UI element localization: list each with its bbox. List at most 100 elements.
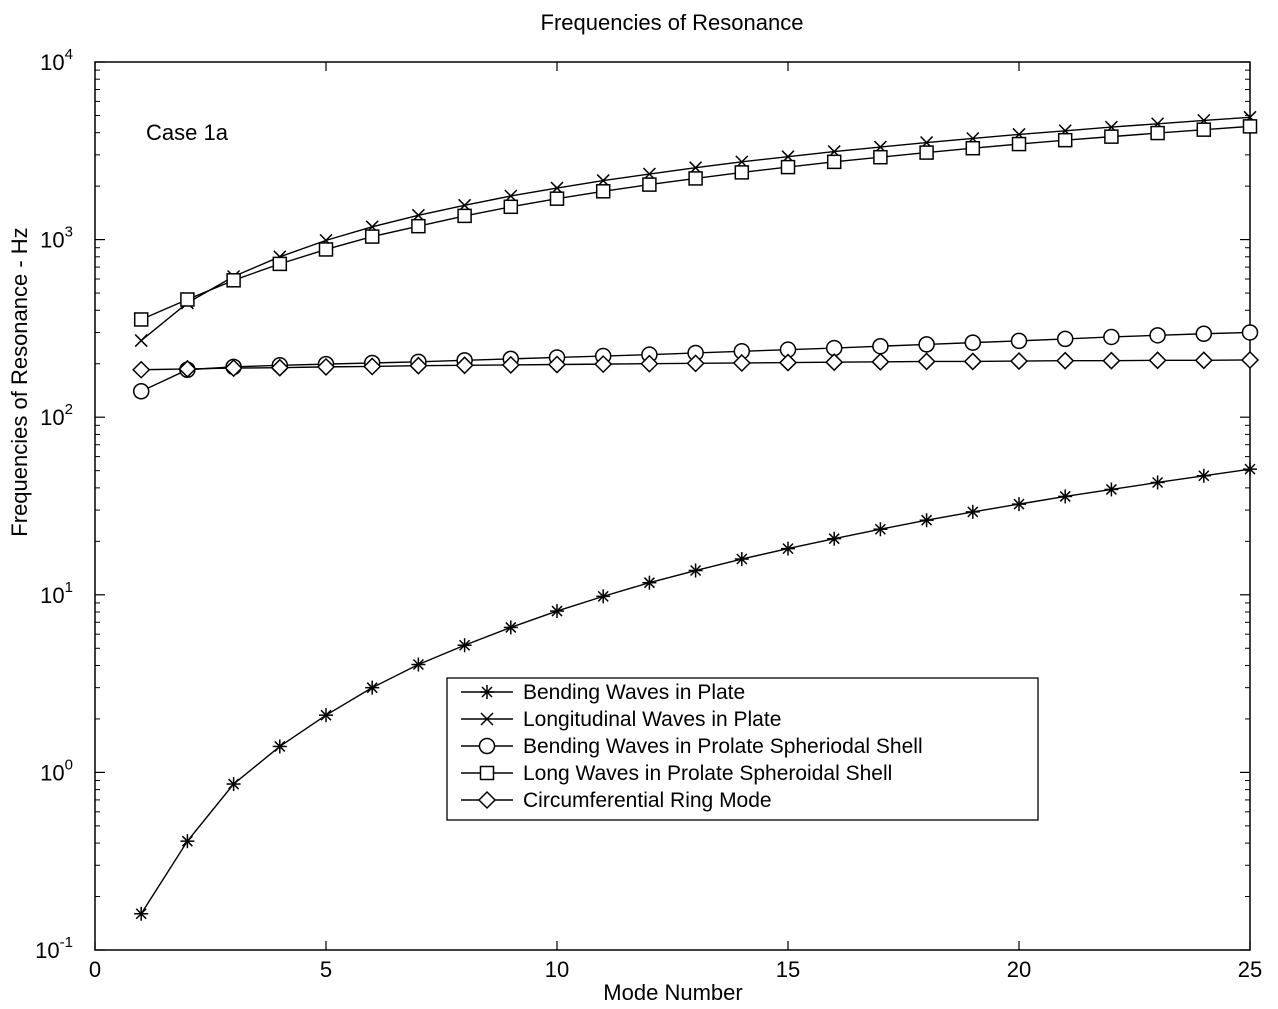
x-axis: 0 5 10 15 20 25 <box>89 62 1262 982</box>
diamond-shape <box>132 360 151 379</box>
legend-entry: Circumferential Ring Mode <box>461 789 772 812</box>
square-shape <box>226 273 241 288</box>
y-tick-label: 104 <box>40 46 73 75</box>
data-point <box>688 171 703 186</box>
data-point <box>1196 468 1211 483</box>
data-point <box>827 531 842 546</box>
asterisk-stroke <box>1244 463 1256 475</box>
diamond-shape <box>547 355 567 374</box>
data-point <box>318 242 334 257</box>
y-tick-exponent: -1 <box>60 934 73 951</box>
data-point <box>917 352 936 371</box>
square-shape <box>1104 129 1119 144</box>
data-point <box>734 165 750 180</box>
legend-entry: Bending Waves in Prolate Spheriodal Shel… <box>461 735 923 758</box>
asterisk-stroke <box>690 564 702 577</box>
data-point <box>316 357 336 376</box>
asterisk-stroke <box>481 686 493 698</box>
asterisk-stroke <box>1105 483 1117 495</box>
asterisk-stroke <box>736 553 748 565</box>
data-point <box>919 513 934 528</box>
data-point <box>411 657 426 672</box>
circle-shape <box>1195 325 1213 343</box>
asterisk-stroke <box>782 543 794 555</box>
circle-shape <box>1241 324 1259 341</box>
y-tick-exponent: 1 <box>65 579 73 596</box>
square-shape <box>642 177 657 192</box>
diamond-shape <box>917 352 936 371</box>
data-point <box>411 218 426 234</box>
series-bending-waves-in-plate <box>134 462 1257 921</box>
legend-label: Circumferential Ring Mode <box>523 789 772 812</box>
data-point <box>642 177 657 192</box>
circle-shape <box>1010 332 1028 350</box>
legend-entry: Bending Waves in Plate <box>461 681 745 704</box>
circle-shape <box>964 334 982 351</box>
data-point <box>1104 482 1119 497</box>
data-point <box>409 356 428 375</box>
y-tick-label: 101 <box>40 579 73 608</box>
data-point <box>363 357 382 376</box>
data-point <box>319 708 333 723</box>
square-shape <box>1011 136 1027 152</box>
square-shape <box>549 191 565 206</box>
asterisk-stroke <box>828 533 840 545</box>
legend-marker <box>480 685 494 699</box>
data-point <box>364 229 380 244</box>
data-point <box>550 604 564 619</box>
data-point <box>780 159 796 175</box>
y-tick-label: 10-1 <box>35 934 73 963</box>
circle-shape <box>478 737 496 755</box>
asterisk-stroke <box>459 639 471 651</box>
data-point <box>133 312 149 327</box>
data-point <box>226 273 241 288</box>
data-point <box>1056 351 1075 370</box>
y-tick-exponent: 0 <box>65 756 73 773</box>
data-point <box>595 184 611 199</box>
square-shape <box>479 765 495 781</box>
diamond-shape <box>1009 352 1029 371</box>
legend-marker <box>477 790 497 810</box>
diamond-shape <box>1148 351 1167 370</box>
data-point <box>457 208 472 224</box>
diamond-shape <box>594 355 613 374</box>
diamond-shape <box>501 355 520 374</box>
y-tick-base: 10 <box>40 583 64 608</box>
series-layer <box>132 110 1260 921</box>
legend-marker <box>478 737 496 755</box>
data-point <box>1195 325 1213 343</box>
data-point <box>919 145 934 160</box>
square-shape <box>503 199 519 215</box>
data-point <box>1103 328 1120 346</box>
asterisk-stroke <box>597 590 609 602</box>
legend-entry: Long Waves in Prolate Spheroidal Shell <box>461 762 892 785</box>
data-point <box>1102 351 1121 370</box>
x-stroke <box>134 334 148 348</box>
y-tick-base: 10 <box>40 50 64 75</box>
y-axis-label: Frequencies of Resonance - Hz <box>7 227 32 536</box>
asterisk-stroke <box>228 778 240 790</box>
legend: Bending Waves in Plate Longitudinal Waves… <box>446 677 1039 821</box>
legend-label: Long Waves in Prolate Spheroidal Shell <box>523 762 892 785</box>
data-point <box>272 739 287 754</box>
asterisk-stroke <box>643 577 655 589</box>
diamond-shape <box>963 352 982 371</box>
diamond-shape <box>1240 350 1260 370</box>
square-shape <box>411 218 426 234</box>
x-tick-label: 0 <box>89 957 101 982</box>
data-point <box>457 638 472 653</box>
diamond-shape <box>178 359 197 378</box>
diamond-shape <box>409 356 428 375</box>
data-point <box>781 541 795 556</box>
asterisk-stroke <box>1152 476 1164 489</box>
asterisk-stroke <box>874 523 886 535</box>
chart-title: Frequencies of Resonance <box>541 10 804 35</box>
square-shape <box>780 159 796 175</box>
data-point <box>1196 122 1212 137</box>
legend-marker <box>480 712 494 726</box>
y-tick-base: 10 <box>40 405 64 430</box>
x-axis-label: Mode Number <box>603 980 742 1005</box>
square-shape <box>965 140 981 156</box>
square-shape <box>272 256 288 272</box>
